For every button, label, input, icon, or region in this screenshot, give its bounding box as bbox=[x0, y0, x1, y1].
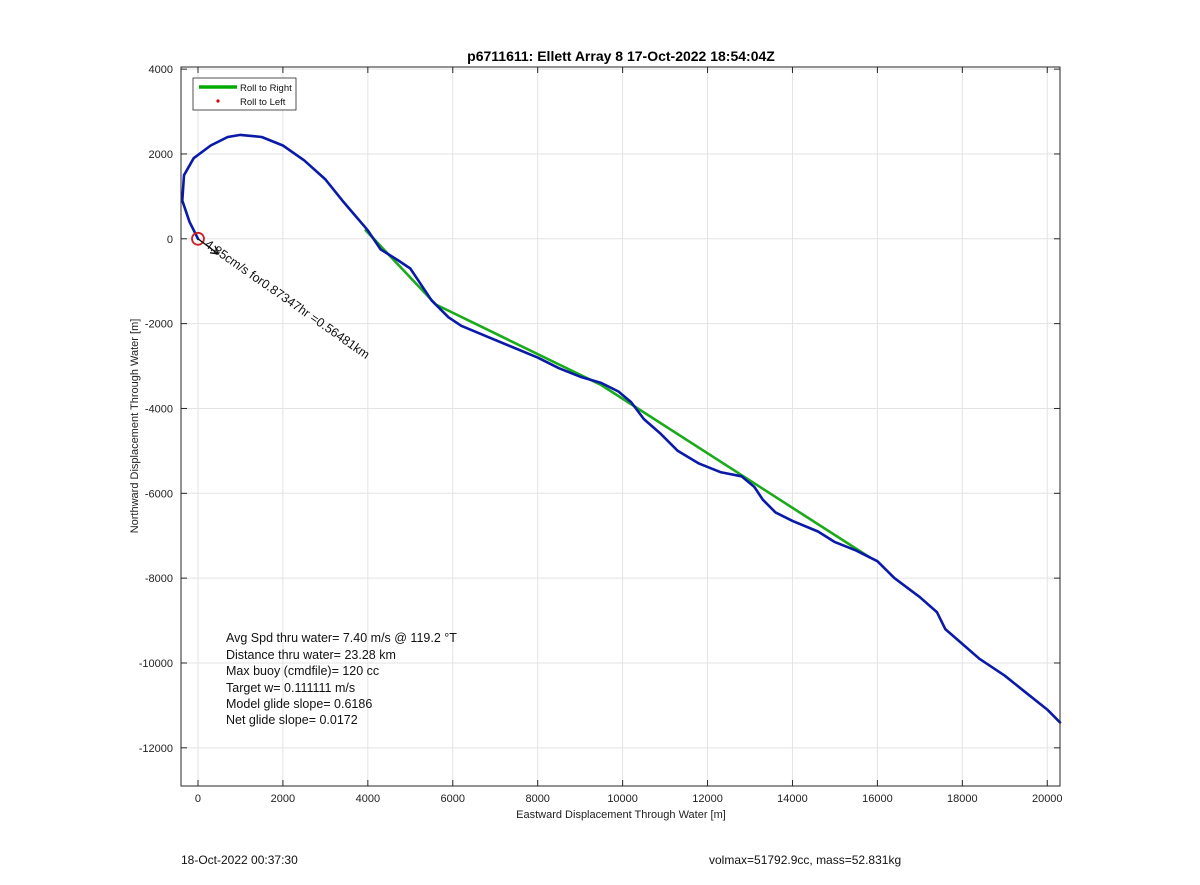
grid-lines bbox=[181, 67, 1060, 786]
current-vector-arrowhead bbox=[209, 245, 219, 255]
legend: Roll to Right Roll to Left bbox=[192, 77, 297, 111]
x-tick-label: 8000 bbox=[525, 793, 549, 805]
stat-model-glide-slope: Model glide slope= 0.6186 bbox=[226, 697, 372, 711]
series-roll-right-line bbox=[364, 229, 871, 559]
y-tick-label: -12000 bbox=[139, 743, 173, 755]
legend-swatch-roll-left bbox=[216, 99, 220, 103]
y-tick-label: 4000 bbox=[149, 64, 173, 76]
current-vector-label: 4.85cm/s for0.87347hr =0.56481km bbox=[202, 237, 372, 362]
y-tick-label: -4000 bbox=[145, 403, 173, 415]
current-vector-arrow bbox=[197, 238, 219, 255]
y-tick-label: -10000 bbox=[139, 658, 173, 670]
x-tick-label: 10000 bbox=[607, 793, 638, 805]
x-tick-label: 12000 bbox=[692, 793, 723, 805]
chart-title: p6711611: Ellett Array 8 17-Oct-2022 18:… bbox=[467, 48, 775, 64]
start-marker-group: 4.85cm/s for0.87347hr =0.56481km bbox=[191, 231, 372, 362]
y-tick-label: -6000 bbox=[145, 488, 173, 500]
series-layer bbox=[181, 133, 1062, 724]
stat-net-glide-slope: Net glide slope= 0.0172 bbox=[226, 713, 358, 727]
x-axis-label: Eastward Displacement Through Water [m] bbox=[516, 809, 726, 821]
axis-ticks: 0 2000 4000 6000 8000 10000 12000 14000 16000 180… bbox=[139, 64, 1063, 805]
y-tick-label: 2000 bbox=[149, 149, 173, 161]
stat-distance: Distance thru water= 23.28 km bbox=[226, 648, 396, 662]
x-tick-label: 4000 bbox=[356, 793, 380, 805]
x-tick-label: 6000 bbox=[441, 793, 465, 805]
x-tick-label: 20000 bbox=[1032, 793, 1063, 805]
plot-area-frame bbox=[180, 66, 1061, 787]
y-axis-label: Northward Displacement Through Water [m] bbox=[129, 319, 141, 534]
stats-annotation-block: Avg Spd thru water= 7.40 m/s @ 119.2 °T … bbox=[226, 631, 457, 727]
legend-label-roll-right: Roll to Right bbox=[240, 83, 292, 94]
x-tick-label: 18000 bbox=[947, 793, 978, 805]
stat-max-buoy: Max buoy (cmdfile)= 120 cc bbox=[226, 664, 379, 678]
stat-target-w: Target w= 0.111111 m/s bbox=[226, 681, 355, 695]
x-tick-label: 2000 bbox=[271, 793, 295, 805]
y-tick-label: -8000 bbox=[145, 573, 173, 585]
y-tick-label: 0 bbox=[167, 234, 173, 246]
legend-box bbox=[192, 77, 297, 111]
y-tick-label: -2000 bbox=[145, 319, 173, 331]
x-tick-label: 14000 bbox=[777, 793, 808, 805]
footer-timestamp: 18-Oct-2022 00:37:30 bbox=[181, 853, 298, 867]
start-position-marker bbox=[191, 231, 205, 246]
x-tick-label: 0 bbox=[195, 793, 201, 805]
series-track-line bbox=[181, 133, 1062, 724]
stat-avg-speed: Avg Spd thru water= 7.40 m/s @ 119.2 °T bbox=[226, 631, 457, 645]
legend-label-roll-left: Roll to Left bbox=[240, 97, 286, 108]
footer-mass-info: volmax=51792.9cc, mass=52.831kg bbox=[709, 853, 902, 867]
x-tick-label: 16000 bbox=[862, 793, 893, 805]
